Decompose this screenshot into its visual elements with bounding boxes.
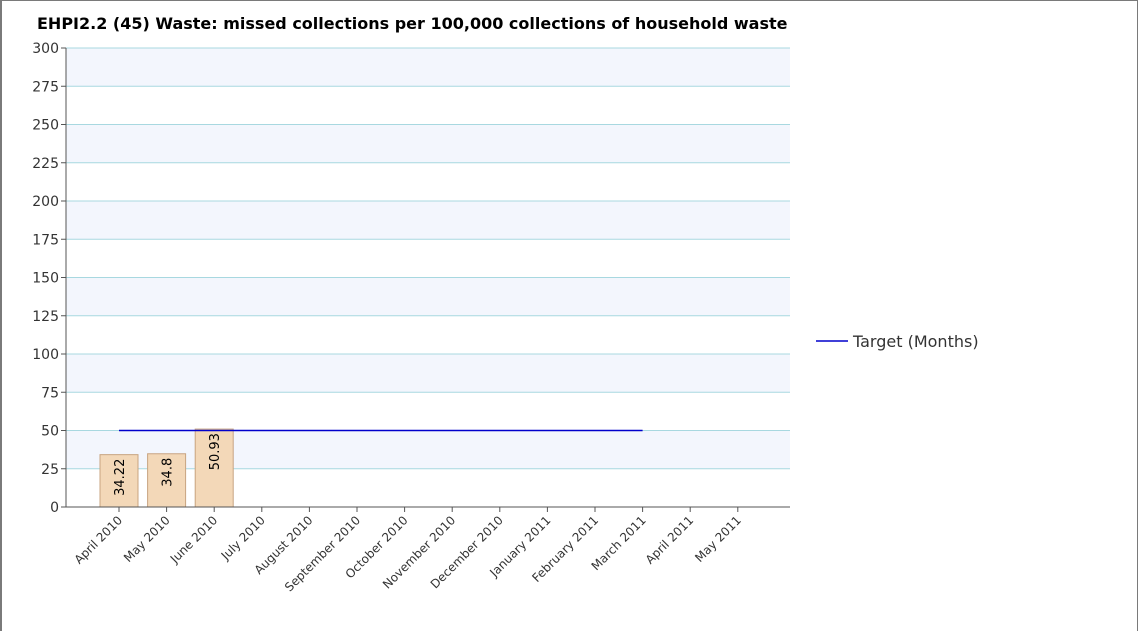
y-tick-label: 200 xyxy=(32,194,59,210)
y-tick-label: 250 xyxy=(32,118,59,134)
plot-band xyxy=(66,124,790,163)
plot-background xyxy=(66,48,790,469)
y-tick-label: 300 xyxy=(32,41,59,57)
y-tick-label: 25 xyxy=(41,462,59,478)
x-tick-label: May 2010 xyxy=(121,513,173,565)
plot-band xyxy=(66,430,790,469)
plot-band xyxy=(66,201,790,240)
y-tick-label: 150 xyxy=(32,271,59,287)
x-tick-label: April 2011 xyxy=(643,513,697,567)
bars: 34.22 34.8 50.93 xyxy=(99,428,234,508)
y-tick-label: 50 xyxy=(41,424,59,440)
bar-value-label: 34.22 xyxy=(113,459,128,496)
y-tick-label: 275 xyxy=(32,79,59,95)
bar-value-label: 34.8 xyxy=(161,458,176,487)
plot-band xyxy=(66,354,790,393)
gridlines xyxy=(66,47,790,470)
legend-label: Target (Months) xyxy=(852,332,979,351)
bar xyxy=(147,453,187,508)
x-tick-label: June 2010 xyxy=(167,513,220,566)
y-axis-ticks: 0 25 50 75 100 125 150 175 200 225 250 275 300 xyxy=(32,41,66,516)
legend: Target (Months) xyxy=(816,332,979,351)
y-tick-label: 0 xyxy=(50,500,59,516)
x-tick-label: April 2010 xyxy=(72,513,126,567)
bar-value-label: 50.93 xyxy=(208,433,223,470)
y-tick-label: 225 xyxy=(32,156,59,172)
x-tick-label: July 2010 xyxy=(218,513,268,563)
y-tick-label: 75 xyxy=(41,385,59,401)
chart-title: EHPI2.2 (45) Waste: missed collections p… xyxy=(37,14,788,33)
bar xyxy=(194,428,234,508)
y-tick-label: 175 xyxy=(32,232,59,248)
y-tick-label: 125 xyxy=(32,309,59,325)
plot-band xyxy=(66,277,790,316)
x-tick-label: May 2011 xyxy=(692,513,744,565)
y-tick-label: 100 xyxy=(32,347,59,363)
plot-band xyxy=(66,48,790,87)
